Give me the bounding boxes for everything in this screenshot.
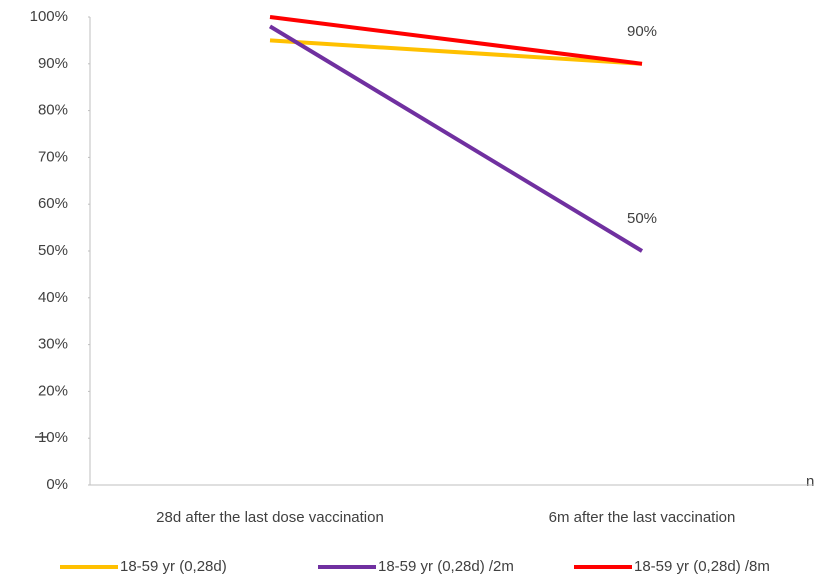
x-tick-label: 6m after the last vaccination bbox=[549, 509, 736, 526]
legend-label: 18-59 yr (0,28d) /8m bbox=[634, 558, 770, 575]
series-line bbox=[269, 38, 643, 66]
legend-label: 18-59 yr (0,28d) /2m bbox=[378, 558, 514, 575]
y-tick-label: 10% bbox=[38, 429, 68, 446]
y-tick-label: 20% bbox=[38, 382, 68, 399]
x-tick-label: 28d after the last dose vaccination bbox=[156, 509, 384, 526]
series-line bbox=[268, 24, 644, 253]
y-tick-label: 70% bbox=[38, 148, 68, 165]
data-label: 50% bbox=[627, 210, 657, 227]
y-tick-label: 80% bbox=[38, 102, 68, 119]
y-tick-label: 0% bbox=[46, 476, 68, 493]
data-label: 90% bbox=[627, 23, 657, 40]
series-line bbox=[269, 15, 643, 66]
y-tick-label: 60% bbox=[38, 195, 68, 212]
y-tick-label: 90% bbox=[38, 55, 68, 72]
y-tick-label: 40% bbox=[38, 289, 68, 306]
cropped-text: n bbox=[806, 473, 814, 490]
legend-label: 18-59 yr (0,28d) bbox=[120, 558, 227, 575]
y-tick-label: 50% bbox=[38, 242, 68, 259]
y-tick-label: 100% bbox=[30, 8, 68, 25]
y-tick-label: 30% bbox=[38, 336, 68, 353]
